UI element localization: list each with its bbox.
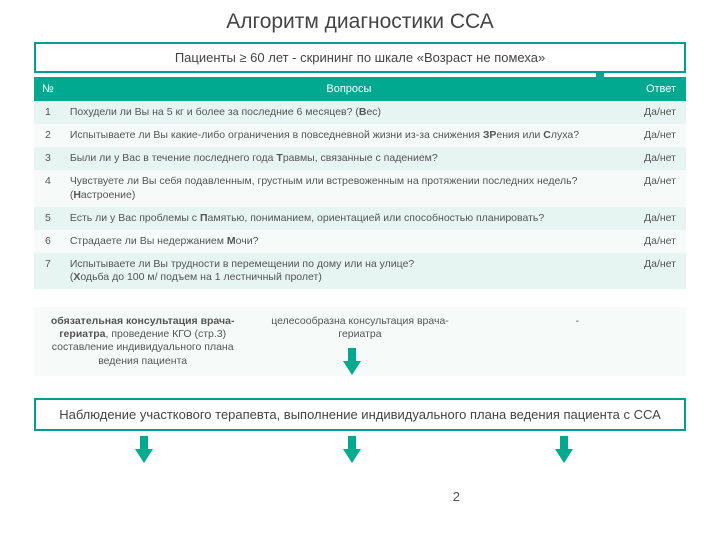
row-answer: Да/нет [636, 230, 686, 253]
arrow-bottom-2-stem [348, 436, 356, 450]
questions-table-wrap: № Вопросы Ответ 1Похудели ли Вы на 5 кг … [34, 77, 686, 376]
table-row: 4Чувствуете ли Вы себя подавленным, грус… [34, 170, 686, 206]
row-answer: Да/нет [636, 147, 686, 170]
row-answer: Да/нет [636, 170, 686, 206]
header-num: № [34, 77, 62, 101]
recommendations-table: обязательная консультация врача-гериатра… [34, 307, 686, 376]
table-row: 5Есть ли у Вас проблемы с Памятью, поним… [34, 207, 686, 230]
table-header-row: № Вопросы Ответ [34, 77, 686, 101]
arrow-bottom-3-stem [560, 436, 568, 450]
header-question: Вопросы [62, 77, 636, 101]
row-answer: Да/нет [636, 207, 686, 230]
rec-col-2: целесообразна консультация врача-гериатр… [251, 307, 468, 376]
row-num: 7 [34, 253, 62, 289]
screening-criteria-box: Пациенты ≥ 60 лет - скрининг по шкале «В… [34, 42, 686, 73]
table-row: 7Испытываете ли Вы трудности в перемещен… [34, 253, 686, 289]
table-row: 2Испытываете ли Вы какие-либо ограничени… [34, 124, 686, 147]
rec-col-3: - [469, 307, 686, 376]
recommendations-row: обязательная консультация врача-гериатра… [34, 307, 686, 376]
row-question: Испытываете ли Вы трудности в перемещени… [62, 253, 636, 289]
row-num: 2 [34, 124, 62, 147]
rec-col-1: обязательная консультация врача-гериатра… [34, 307, 251, 376]
table-row: 1Похудели ли Вы на 5 кг и более за после… [34, 101, 686, 124]
row-num: 6 [34, 230, 62, 253]
row-num: 1 [34, 101, 62, 124]
row-answer: Да/нет [636, 253, 686, 289]
footer-box: Наблюдение участкового терапевта, выполн… [34, 398, 686, 431]
row-num: 4 [34, 170, 62, 206]
row-question: Чувствуете ли Вы себя подавленным, груст… [62, 170, 636, 206]
row-question: Были ли у Вас в течение последнего года … [62, 147, 636, 170]
page-number: 2 [453, 489, 460, 504]
questions-table: № Вопросы Ответ 1Похудели ли Вы на 5 кг … [34, 77, 686, 289]
header-answer: Ответ [636, 77, 686, 101]
arrow-bottom-2-head-icon [343, 449, 361, 463]
row-answer: Да/нет [636, 101, 686, 124]
page-title: Алгоритм диагностики ССА [0, 0, 720, 42]
row-question: Страдаете ли Вы недержанием Мочи? [62, 230, 636, 253]
screening-criteria-text: Пациенты ≥ 60 лет - скрининг по шкале «В… [175, 50, 545, 65]
table-row: 6Страдаете ли Вы недержанием Мочи?Да/нет [34, 230, 686, 253]
row-question: Есть ли у Вас проблемы с Памятью, понима… [62, 207, 636, 230]
row-question: Испытываете ли Вы какие-либо ограничения… [62, 124, 636, 147]
row-num: 3 [34, 147, 62, 170]
arrow-bottom-3-head-icon [555, 449, 573, 463]
footer-text: Наблюдение участкового терапевта, выполн… [59, 407, 661, 422]
table-row: 3Были ли у Вас в течение последнего года… [34, 147, 686, 170]
row-answer: Да/нет [636, 124, 686, 147]
arrow-bottom-1-head-icon [135, 449, 153, 463]
arrow-bottom-1-stem [140, 436, 148, 450]
row-question: Похудели ли Вы на 5 кг и более за послед… [62, 101, 636, 124]
row-num: 5 [34, 207, 62, 230]
